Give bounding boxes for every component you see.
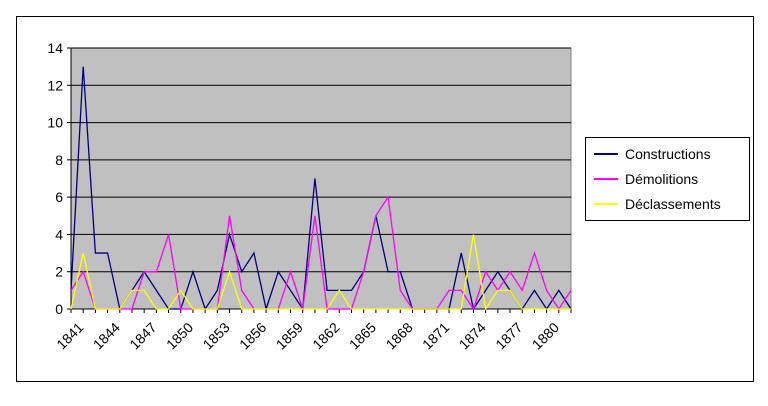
legend-label: Démolitions	[625, 171, 699, 187]
series-lines	[70, 66, 572, 312]
x-tick-label: 1877	[492, 319, 525, 352]
legend-label: Déclassements	[625, 196, 721, 212]
y-tick-label: 14	[47, 40, 63, 56]
series-line-constructions	[70, 66, 572, 312]
legend-swatch	[594, 178, 618, 180]
y-tick-label: 0	[55, 301, 63, 317]
legend: Constructions Démolitions Déclassements	[585, 137, 750, 221]
x-tick-label: 1841	[53, 319, 86, 352]
x-tick-label: 1856	[236, 319, 269, 352]
legend-label: Constructions	[625, 146, 711, 162]
y-tick-label: 12	[47, 77, 63, 93]
x-tick-label: 1850	[163, 319, 196, 352]
x-tick-label: 1859	[273, 319, 306, 352]
x-tick-label: 1880	[529, 319, 562, 352]
x-tick-label: 1865	[346, 319, 379, 352]
series-line-demolitions	[70, 195, 572, 311]
legend-item: Constructions	[594, 144, 711, 164]
y-tick-label: 6	[55, 189, 63, 205]
series-line-declassements	[70, 234, 571, 311]
x-tick-label: 1853	[199, 319, 232, 352]
x-tick-label: 1844	[90, 319, 123, 352]
y-tick-label: 10	[47, 115, 63, 131]
y-tick-label: 8	[55, 152, 63, 168]
x-tick-label: 1847	[126, 319, 159, 352]
legend-item: Démolitions	[594, 169, 698, 189]
x-tick-label: 1868	[382, 319, 415, 352]
x-tick-label: 1874	[456, 319, 489, 352]
legend-swatch	[594, 203, 618, 205]
x-tick-label: 1871	[419, 319, 452, 352]
legend-item: Déclassements	[594, 194, 721, 214]
y-tick-label: 4	[55, 226, 63, 242]
y-tick-label: 2	[55, 264, 63, 280]
plot-area	[70, 47, 572, 310]
legend-swatch	[594, 153, 618, 155]
x-tick-label: 1862	[309, 319, 342, 352]
